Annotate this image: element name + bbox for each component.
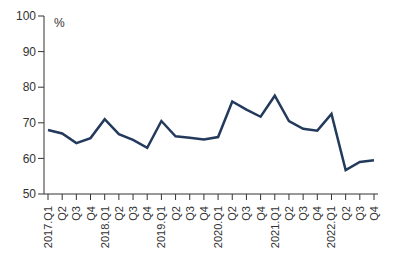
svg-text:Q4: Q4: [198, 206, 210, 221]
svg-text:Q2: Q2: [113, 206, 125, 221]
svg-text:Q4: Q4: [255, 206, 267, 221]
svg-text:60: 60: [23, 152, 37, 166]
svg-text:Q4: Q4: [141, 206, 153, 221]
svg-text:Q3: Q3: [354, 206, 366, 221]
svg-text:70: 70: [23, 116, 37, 130]
svg-text:2020.Q1: 2020.Q1: [212, 206, 224, 248]
svg-text:Q2: Q2: [283, 206, 295, 221]
svg-text:Q2: Q2: [226, 206, 238, 221]
svg-text:Q4: Q4: [85, 206, 97, 221]
svg-text:90: 90: [23, 45, 37, 59]
svg-text:Q3: Q3: [240, 206, 252, 221]
svg-text:2018.Q1: 2018.Q1: [99, 206, 111, 248]
svg-text:Q3: Q3: [184, 206, 196, 221]
svg-text:2021.Q1: 2021.Q1: [269, 206, 281, 248]
svg-text:Q3: Q3: [297, 206, 309, 221]
svg-text:Q3: Q3: [127, 206, 139, 221]
svg-text:2017.Q1: 2017.Q1: [42, 206, 54, 248]
svg-text:Q2: Q2: [56, 206, 68, 221]
svg-text:Q2: Q2: [170, 206, 182, 221]
svg-text:Q3: Q3: [70, 206, 82, 221]
svg-text:Q2: Q2: [340, 206, 352, 221]
svg-text:Q4: Q4: [311, 206, 323, 221]
svg-text:80: 80: [23, 80, 37, 94]
svg-text:Q4: Q4: [368, 206, 380, 221]
svg-text:50: 50: [23, 187, 37, 201]
svg-text:2022.Q1: 2022.Q1: [325, 206, 337, 248]
svg-text:100: 100: [16, 9, 36, 23]
svg-text:2019.Q1: 2019.Q1: [155, 206, 167, 248]
